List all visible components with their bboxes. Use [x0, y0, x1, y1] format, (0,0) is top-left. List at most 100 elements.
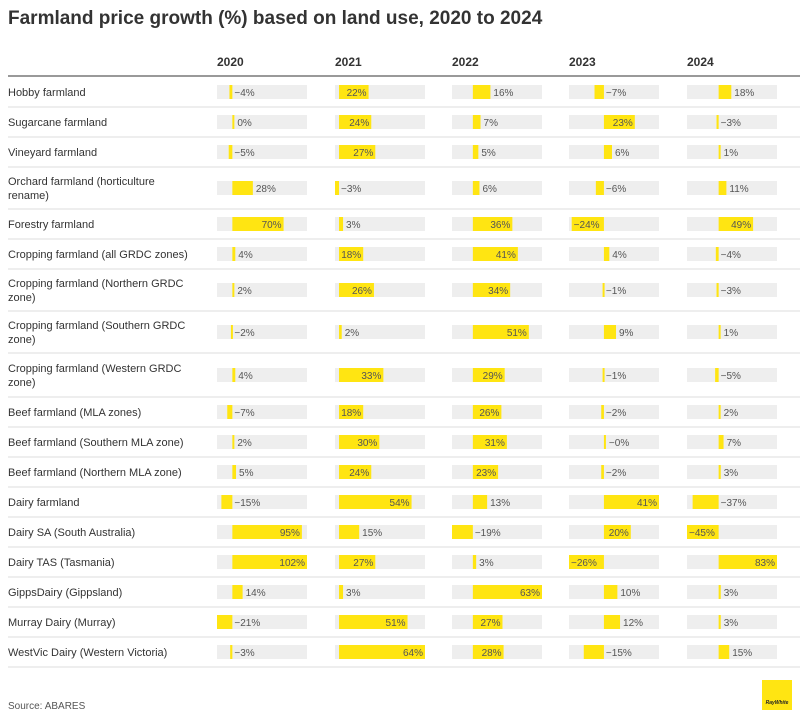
- value-label-gippsdairy-gippsland-2022: 63%: [520, 588, 540, 599]
- bar-cropping-farmland-western-grdc-zone-2023: [602, 368, 605, 382]
- value-label-orchard-farmland-horticulture-rename-2023: −6%: [606, 184, 626, 195]
- value-label-orchard-farmland-horticulture-rename-2020: 28%: [256, 184, 276, 195]
- bar-beef-farmland-northern-mla-zone-2023: [601, 465, 604, 479]
- track-beef-farmland-northern-mla-zone-2020: [217, 465, 307, 479]
- bar-westvic-dairy-western-victoria-2022: [472, 645, 504, 659]
- row-label-forestry-farmland: Forestry farmland: [8, 219, 94, 231]
- track-cropping-farmland-northern-grdc-zone-2024: [687, 283, 777, 297]
- value-label-gippsdairy-gippsland-2024: 3%: [724, 588, 739, 599]
- bar-vineyard-farmland-2023: [603, 145, 612, 159]
- track-forestry-farmland-2021: [335, 217, 425, 231]
- bar-cropping-farmland-southern-grdc-zone-2021: [339, 325, 342, 339]
- row-label-cropping-farmland-southern-grdc-zone-line1: Cropping farmland (Southern GRDC: [8, 320, 185, 332]
- value-label-beef-farmland-southern-mla-zone-2022: 31%: [485, 438, 505, 449]
- row-label-dairy-farmland: Dairy farmland: [8, 497, 80, 509]
- track-cropping-farmland-western-grdc-zone-2024: [687, 368, 777, 382]
- bar-sugarcane-farmland-2023: [603, 115, 635, 129]
- bar-cropping-farmland-northern-grdc-zone-2024: [716, 283, 719, 297]
- row-label-orchard-farmland-horticulture-rename-line1: Orchard farmland (horticulture: [8, 176, 155, 188]
- track-westvic-dairy-western-victoria-2020: [217, 645, 307, 659]
- bar-cropping-farmland-western-grdc-zone-2020: [232, 368, 236, 382]
- bar-cropping-farmland-southern-grdc-zone-2022: [472, 325, 529, 339]
- bar-sugarcane-farmland-2020: [232, 115, 235, 129]
- value-label-gippsdairy-gippsland-2023: 10%: [620, 588, 640, 599]
- track-orchard-farmland-horticulture-rename-2021: [335, 181, 425, 195]
- track-orchard-farmland-horticulture-rename-2024: [687, 181, 777, 195]
- row-label-cropping-farmland-western-grdc-zone-line1: Cropping farmland (Western GRDC: [8, 363, 181, 375]
- bar-beef-farmland-southern-mla-zone-2020: [232, 435, 235, 449]
- bar-forestry-farmland-2022: [472, 217, 513, 231]
- track-cropping-farmland-all-grdc-zones-2024: [687, 247, 777, 261]
- value-label-cropping-farmland-western-grdc-zone-2023: −1%: [606, 371, 626, 382]
- bar-beef-farmland-mla-zones-2020: [227, 405, 233, 419]
- value-label-dairy-sa-south-australia-2024: −45%: [689, 528, 715, 539]
- value-label-vineyard-farmland-2022: 5%: [481, 148, 496, 159]
- value-label-beef-farmland-northern-mla-zone-2023: −2%: [606, 468, 626, 479]
- bar-vineyard-farmland-2024: [718, 145, 721, 159]
- value-label-dairy-tas-tasmania-2020: 102%: [279, 558, 305, 569]
- track-orchard-farmland-horticulture-rename-2023: [569, 181, 659, 195]
- bar-gippsdairy-gippsland-2024: [718, 585, 721, 599]
- value-label-dairy-sa-south-australia-2022: −19%: [475, 528, 501, 539]
- value-label-gippsdairy-gippsland-2021: 3%: [346, 588, 361, 599]
- value-label-westvic-dairy-western-victoria-2020: −3%: [234, 648, 254, 659]
- value-label-beef-farmland-southern-mla-zone-2023: −0%: [609, 438, 629, 449]
- bar-westvic-dairy-western-victoria-2023: [583, 645, 604, 659]
- row-label-dairy-sa-south-australia: Dairy SA (South Australia): [8, 527, 135, 539]
- value-label-sugarcane-farmland-2020: 0%: [237, 118, 252, 129]
- bar-cropping-farmland-northern-grdc-zone-2022: [472, 283, 511, 297]
- track-dairy-sa-south-australia-2022: [452, 525, 542, 539]
- bar-vineyard-farmland-2022: [472, 145, 479, 159]
- bar-murray-dairy-murray-2020: [217, 615, 233, 629]
- bar-beef-farmland-mla-zones-2021: [339, 405, 364, 419]
- bar-dairy-farmland-2020: [221, 495, 233, 509]
- value-label-cropping-farmland-all-grdc-zones-2020: 4%: [238, 250, 253, 261]
- bar-dairy-tas-tasmania-2022: [472, 555, 477, 569]
- row-label-sugarcane-farmland: Sugarcane farmland: [8, 117, 107, 129]
- value-label-dairy-tas-tasmania-2022: 3%: [479, 558, 494, 569]
- bar-gippsdairy-gippsland-2020: [232, 585, 243, 599]
- column-header-2021: 2021: [335, 55, 362, 69]
- track-dairy-tas-tasmania-2022: [452, 555, 542, 569]
- value-label-murray-dairy-murray-2024: 3%: [724, 618, 739, 629]
- row-label-beef-farmland-southern-mla-zone: Beef farmland (Southern MLA zone): [8, 437, 183, 449]
- track-dairy-farmland-2020: [217, 495, 307, 509]
- chart-title: Farmland price growth (%) based on land …: [8, 8, 543, 29]
- value-label-beef-farmland-southern-mla-zone-2024: 7%: [727, 438, 742, 449]
- value-label-sugarcane-farmland-2023: 23%: [613, 118, 633, 129]
- track-beef-farmland-northern-mla-zone-2024: [687, 465, 777, 479]
- value-label-forestry-farmland-2021: 3%: [346, 220, 361, 231]
- track-beef-farmland-northern-mla-zone-2023: [569, 465, 659, 479]
- bar-dairy-sa-south-australia-2023: [603, 525, 631, 539]
- bar-dairy-farmland-2022: [472, 495, 488, 509]
- bar-beef-farmland-mla-zones-2023: [601, 405, 604, 419]
- bar-gippsdairy-gippsland-2023: [603, 585, 618, 599]
- bar-orchard-farmland-horticulture-rename-2024: [718, 181, 727, 195]
- column-header-2020: 2020: [217, 55, 244, 69]
- value-label-beef-farmland-northern-mla-zone-2021: 24%: [349, 468, 369, 479]
- row-label-murray-dairy-murray: Murray Dairy (Murray): [8, 617, 116, 629]
- value-label-dairy-tas-tasmania-2024: 83%: [755, 558, 775, 569]
- row-label-gippsdairy-gippsland: GippsDairy (Gippsland): [8, 587, 122, 599]
- track-vineyard-farmland-2023: [569, 145, 659, 159]
- bar-beef-farmland-mla-zones-2024: [718, 405, 721, 419]
- bar-cropping-farmland-all-grdc-zones-2021: [339, 247, 364, 261]
- value-label-beef-farmland-northern-mla-zone-2022: 23%: [476, 468, 496, 479]
- value-label-orchard-farmland-horticulture-rename-2021: −3%: [341, 184, 361, 195]
- bar-murray-dairy-murray-2024: [718, 615, 721, 629]
- bar-forestry-farmland-2023: [571, 217, 604, 231]
- value-label-beef-farmland-mla-zones-2023: −2%: [606, 408, 626, 419]
- row-label-orchard-farmland-horticulture-rename-line2: rename): [8, 190, 49, 202]
- value-label-vineyard-farmland-2023: 6%: [615, 148, 630, 159]
- row-label-hobby-farmland: Hobby farmland: [8, 87, 86, 99]
- value-label-murray-dairy-murray-2023: 12%: [623, 618, 643, 629]
- track-beef-farmland-southern-mla-zone-2024: [687, 435, 777, 449]
- row-label-beef-farmland-northern-mla-zone: Beef farmland (Northern MLA zone): [8, 467, 182, 479]
- value-label-murray-dairy-murray-2021: 51%: [386, 618, 406, 629]
- value-label-sugarcane-farmland-2024: −3%: [721, 118, 741, 129]
- value-label-cropping-farmland-southern-grdc-zone-2024: 1%: [724, 328, 739, 339]
- track-hobby-farmland-2020: [217, 85, 307, 99]
- bar-forestry-farmland-2021: [339, 217, 344, 231]
- value-label-cropping-farmland-northern-grdc-zone-2024: −3%: [721, 286, 741, 297]
- bar-beef-farmland-northern-mla-zone-2020: [232, 465, 237, 479]
